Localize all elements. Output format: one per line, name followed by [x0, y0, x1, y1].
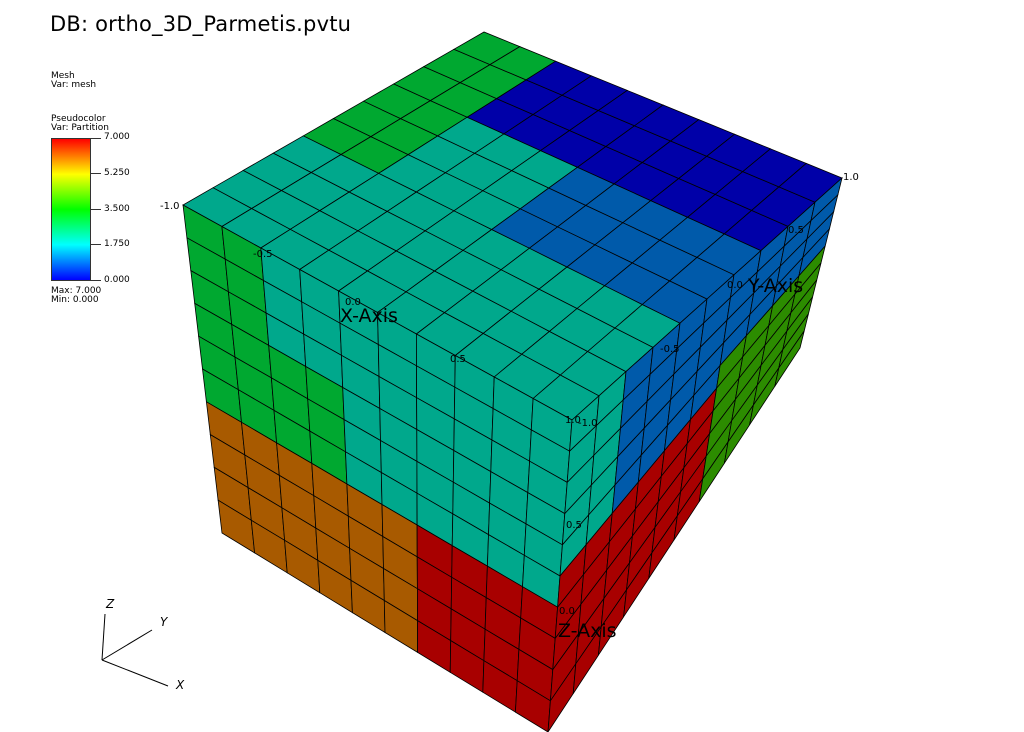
colorbar-tick	[91, 138, 101, 139]
mesh-cell	[774, 330, 805, 387]
triad-z-label: Z	[105, 597, 115, 611]
axis-triad	[101, 613, 169, 687]
cube-top-face	[182, 31, 843, 421]
colorbar-tick-label: 3.500	[104, 204, 130, 214]
cube-right-face	[547, 176, 843, 732]
y-tick-label: -1.0	[578, 418, 598, 429]
triad-x-label: X	[175, 678, 185, 692]
color-bar	[51, 138, 91, 281]
z-tick-label: 0.5	[566, 520, 582, 531]
x-tick-label: -1.0	[160, 201, 180, 212]
x-tick-label: 1.0	[565, 415, 581, 426]
database-title: DB: ortho_3D_Parmetis.pvtu	[50, 12, 352, 36]
min-label: Min: 0.000	[51, 295, 99, 305]
data-range: Max: 7.000 Min: 0.000	[51, 287, 101, 305]
y-tick-label: -0.5	[660, 344, 680, 355]
mesh-legend: Mesh Var: mesh	[51, 72, 96, 90]
colorbar-tick-label: 5.250	[104, 168, 130, 178]
pseudocolor-plot-name: Pseudocolor	[51, 114, 106, 124]
y-tick-label: 0.0	[727, 280, 743, 291]
colorbar-tick	[91, 209, 101, 210]
cube-left-face	[182, 204, 573, 732]
z-tick-label: 0.0	[559, 606, 575, 617]
y-axis-title: Y-Axis	[747, 275, 803, 297]
colorbar-tick	[91, 244, 101, 245]
pseudocolor-var-label: Var: Partition	[51, 123, 109, 133]
colorbar-tick-label: 0.000	[104, 275, 130, 285]
mesh-cell	[514, 680, 551, 732]
y-tick-label: 0.5	[788, 225, 804, 236]
mesh-var-label: Var: mesh	[51, 80, 97, 90]
x-tick-label: 0.0	[345, 297, 361, 308]
x-tick-label: 0.5	[450, 354, 466, 365]
colorbar-tick	[91, 280, 101, 281]
colorbar-tick-label: 1.750	[104, 239, 130, 249]
pseudocolor-legend: Pseudocolor Var: Partition	[51, 115, 109, 133]
max-label: Max: 7.000	[51, 286, 102, 296]
y-tick-label: 1.0	[843, 172, 859, 183]
colorbar-tick	[91, 173, 101, 174]
mesh-plot-name: Mesh	[51, 71, 75, 81]
colorbar-tick-label: 7.000	[104, 132, 130, 142]
x-axis-title: X-Axis	[340, 305, 398, 327]
z-axis-title: Z-Axis	[558, 620, 617, 642]
x-tick-label: -0.5	[253, 249, 273, 260]
triad-y-label: Y	[160, 615, 169, 629]
